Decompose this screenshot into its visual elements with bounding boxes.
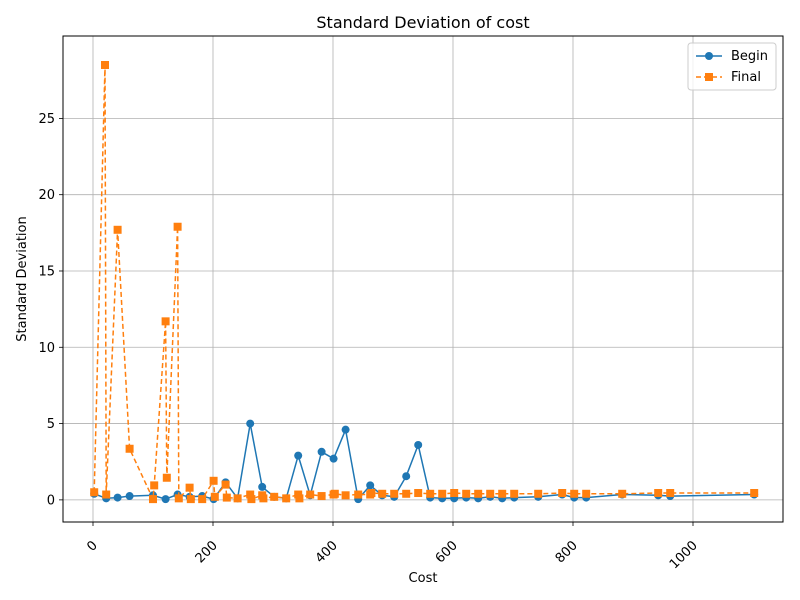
series-final-point (113, 225, 122, 234)
series-final-point (186, 495, 195, 504)
y-axis-title: Standard Deviation (15, 216, 30, 341)
series-final-point (161, 317, 170, 326)
series-begin-point (317, 447, 326, 456)
series-final-point (402, 489, 411, 498)
series-final-point (666, 489, 675, 498)
series-final-point (150, 481, 159, 490)
series-final-point (498, 489, 507, 498)
series-final-point (414, 489, 423, 498)
series-final-point (750, 489, 759, 498)
series-final-point (125, 444, 134, 453)
series-final-point (426, 489, 435, 498)
series-final-point (221, 480, 230, 489)
series-final-point (259, 494, 268, 503)
series-final-point (198, 495, 207, 504)
y-tick-label: 5 (47, 417, 55, 432)
y-tick-label: 10 (38, 341, 55, 356)
series-final-point (246, 490, 255, 499)
series-final-point (378, 489, 387, 498)
series-final-point (102, 490, 111, 499)
series-final-point (354, 490, 363, 499)
plot-frame (62, 35, 784, 523)
series-final-point (317, 492, 326, 501)
legend-final-marker (705, 73, 713, 81)
y-tick-label: 25 (38, 112, 55, 127)
legend: Begin Final (687, 42, 777, 91)
series-final-point (450, 489, 459, 498)
series-final-point (367, 489, 376, 498)
legend-begin-label: Begin (731, 49, 768, 64)
series-begin-point (366, 481, 375, 490)
series-begin-point (113, 493, 122, 502)
y-tick-label: 15 (38, 264, 55, 279)
y-tick-label: 0 (47, 493, 55, 508)
series-begin-point (329, 454, 338, 463)
series-final-point (173, 222, 182, 231)
series-final-point (462, 489, 471, 498)
series-final-point (510, 489, 519, 498)
series-begin-point (341, 425, 350, 434)
series-final-point (295, 494, 304, 503)
series-final-point (162, 473, 171, 482)
series-final-point (101, 60, 109, 69)
y-tick-label: 20 (38, 188, 55, 203)
series-begin-point (161, 495, 170, 504)
series-final-point (282, 494, 291, 503)
series-final-point (570, 489, 579, 498)
series-final-point (618, 489, 627, 498)
series-final (90, 60, 759, 504)
series-final-point (390, 489, 399, 498)
series-begin-point (294, 451, 303, 460)
series-final-point (174, 494, 183, 503)
legend-begin-marker (705, 52, 713, 60)
series-final-point (90, 488, 99, 497)
series-final-point (438, 489, 447, 498)
series-final-point (534, 489, 543, 498)
series-final-point (210, 492, 219, 501)
series-final-point (474, 489, 483, 498)
series-final-point (222, 493, 231, 502)
series-final-point (558, 489, 567, 498)
series-final-point (654, 489, 663, 498)
series-begin-point (402, 472, 411, 481)
series-begin-point (125, 492, 134, 501)
series-begin-point (246, 419, 255, 428)
series-final-point (330, 489, 339, 498)
series-final-point (341, 491, 350, 500)
series-final-point (185, 483, 194, 492)
series-layer (90, 60, 759, 504)
series-final-point (486, 489, 495, 498)
chart-title: Standard Deviation of cost (316, 13, 529, 32)
series-final-point (209, 476, 218, 485)
series-final-point (582, 489, 591, 498)
plot-area (63, 36, 783, 522)
legend-final-label: Final (731, 70, 761, 85)
series-begin-point (414, 440, 423, 449)
grid (63, 36, 783, 522)
series-final-point (306, 490, 315, 499)
series-begin-point (258, 482, 267, 491)
series-final-point (149, 495, 157, 504)
series-final-point (233, 494, 242, 503)
series-final-point (247, 495, 256, 504)
x-axis-title: Cost (409, 571, 438, 586)
series-final-point (270, 492, 279, 501)
